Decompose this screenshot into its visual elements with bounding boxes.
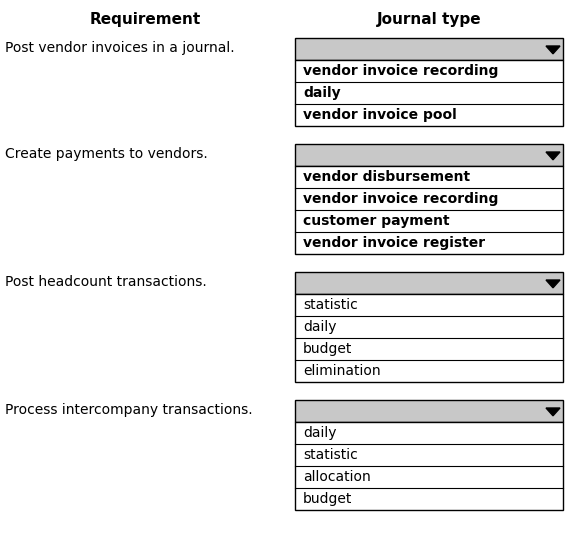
Bar <box>295 422 563 510</box>
Text: Journal type: Journal type <box>376 12 481 27</box>
Bar <box>295 400 563 422</box>
Text: budget: budget <box>303 492 352 506</box>
Bar <box>295 294 563 382</box>
Text: vendor invoice pool: vendor invoice pool <box>303 108 457 122</box>
Bar <box>295 60 563 126</box>
Text: customer payment: customer payment <box>303 214 450 228</box>
Text: daily: daily <box>303 320 336 334</box>
Text: vendor invoice register: vendor invoice register <box>303 236 485 250</box>
Bar <box>295 144 563 166</box>
Text: Process intercompany transactions.: Process intercompany transactions. <box>5 403 253 417</box>
Text: Requirement: Requirement <box>89 12 200 27</box>
Text: vendor invoice recording: vendor invoice recording <box>303 64 498 78</box>
Text: elimination: elimination <box>303 364 381 378</box>
Text: Create payments to vendors.: Create payments to vendors. <box>5 147 208 161</box>
Text: daily: daily <box>303 86 340 100</box>
Text: allocation: allocation <box>303 470 371 484</box>
Text: Post headcount transactions.: Post headcount transactions. <box>5 275 207 289</box>
Bar <box>295 38 563 60</box>
Bar <box>295 272 563 294</box>
Text: budget: budget <box>303 342 352 356</box>
Polygon shape <box>546 280 560 288</box>
Text: Post vendor invoices in a journal.: Post vendor invoices in a journal. <box>5 41 235 55</box>
Text: vendor disbursement: vendor disbursement <box>303 170 470 184</box>
Bar <box>295 166 563 254</box>
Polygon shape <box>546 408 560 416</box>
Polygon shape <box>546 46 560 54</box>
Text: vendor invoice recording: vendor invoice recording <box>303 192 498 206</box>
Text: statistic: statistic <box>303 448 358 462</box>
Polygon shape <box>546 152 560 160</box>
Text: statistic: statistic <box>303 298 358 312</box>
Text: daily: daily <box>303 426 336 440</box>
